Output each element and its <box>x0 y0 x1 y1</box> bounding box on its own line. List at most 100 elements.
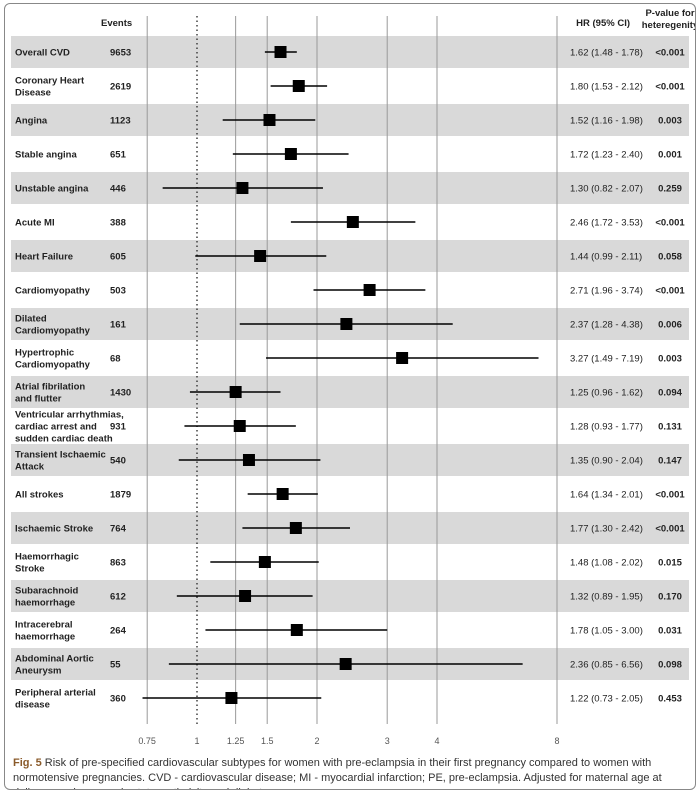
p-value: 0.006 <box>658 320 682 331</box>
row-band <box>11 36 689 68</box>
x-tick-label: 3 <box>385 736 390 746</box>
p-value: <0.001 <box>655 48 685 59</box>
x-tick-label: 1 <box>194 736 199 746</box>
hr-marker <box>236 182 249 194</box>
hr-value: 1.52 (1.16 - 1.98) <box>570 116 643 127</box>
hr-marker <box>225 692 238 704</box>
x-tick-label: 1.5 <box>261 736 274 746</box>
hr-marker <box>274 46 287 58</box>
hr-value: 2.46 (1.72 - 3.53) <box>570 218 643 229</box>
row-band <box>11 580 689 612</box>
events-value: 764 <box>110 524 127 535</box>
hr-marker <box>254 250 267 262</box>
hr-marker <box>396 352 409 364</box>
row-label: cardiac arrest and <box>15 422 97 433</box>
row-band <box>11 172 689 204</box>
row-label: disease <box>15 700 50 711</box>
row-label: Cardiomyopathy <box>15 360 91 371</box>
x-tick-label: 2 <box>314 736 319 746</box>
row-label: All strokes <box>15 490 64 501</box>
x-tick-label: 4 <box>434 736 439 746</box>
hr-marker <box>340 318 353 330</box>
p-value: 0.003 <box>658 116 682 127</box>
events-header: Events <box>101 18 132 29</box>
row-label: Stroke <box>15 564 45 575</box>
hr-marker <box>284 148 297 160</box>
events-value: 446 <box>110 184 126 195</box>
p-value: <0.001 <box>655 286 685 297</box>
hr-value: 1.35 (0.90 - 2.04) <box>570 456 643 467</box>
row-band <box>11 104 689 136</box>
row-band <box>11 240 689 272</box>
events-value: 1430 <box>110 388 131 399</box>
hr-value: 1.78 (1.05 - 3.00) <box>570 626 643 637</box>
hr-marker <box>239 590 252 602</box>
hr-value: 2.71 (1.96 - 3.74) <box>570 286 643 297</box>
x-tick-label: 8 <box>554 736 559 746</box>
row-label: Dilated <box>15 314 47 325</box>
p-value: 0.147 <box>658 456 682 467</box>
p-value: 0.003 <box>658 354 682 365</box>
row-label: sudden cardiac death <box>15 434 113 445</box>
caption-text: Risk of pre-specified cardiovascular sub… <box>13 757 662 789</box>
row-label: Hypertrophic <box>15 348 74 359</box>
hr-marker <box>263 114 276 126</box>
row-label: Cardiomyopathy <box>15 326 91 337</box>
events-value: 360 <box>110 694 126 705</box>
row-label: Ventricular arrhythmias, <box>15 410 124 421</box>
hr-value: 2.36 (0.85 - 6.56) <box>570 660 643 671</box>
row-band <box>11 376 689 408</box>
hr-value: 1.77 (1.30 - 2.42) <box>570 524 643 535</box>
hr-value: 1.64 (1.34 - 2.01) <box>570 490 643 501</box>
row-label: Atrial fibrilation <box>15 382 85 393</box>
hr-marker <box>292 80 305 92</box>
hr-value: 2.37 (1.28 - 4.38) <box>570 320 643 331</box>
row-label: Angina <box>15 116 48 127</box>
row-label: Abdominal Aortic <box>15 654 94 665</box>
row-label: Coronary Heart <box>15 76 85 87</box>
events-value: 2619 <box>110 82 131 93</box>
row-label: Haemorrhagic <box>15 552 79 563</box>
hr-marker <box>363 284 376 296</box>
x-tick-label: 0.75 <box>138 736 156 746</box>
hr-value: 1.32 (0.89 - 1.95) <box>570 592 643 603</box>
row-label: Cardiomyopathy <box>15 286 91 297</box>
row-label: Subarachnoid <box>15 586 79 597</box>
events-value: 931 <box>110 422 127 433</box>
row-label: Unstable angina <box>15 184 89 195</box>
p-value: 0.131 <box>658 422 682 433</box>
events-value: 161 <box>110 320 127 331</box>
row-label: Overall CVD <box>15 48 70 59</box>
hr-value: 1.44 (0.99 - 2.11) <box>570 252 642 263</box>
row-label: Ischaemic Stroke <box>15 524 93 535</box>
hr-value: 1.25 (0.96 - 1.62) <box>570 388 643 399</box>
row-label: Peripheral arterial <box>15 688 96 699</box>
hr-marker <box>258 556 271 568</box>
events-value: 605 <box>110 252 127 263</box>
hr-marker <box>289 522 302 534</box>
events-value: 9653 <box>110 48 131 59</box>
hr-value: 1.22 (0.73 - 2.05) <box>570 694 643 705</box>
p-value: <0.001 <box>655 524 685 535</box>
row-label: Disease <box>15 88 51 99</box>
hr-marker <box>242 454 255 466</box>
figure-card: 0.75 1 1.25 1.5 2 3 4 8 Events HR (95% CI) P-value… <box>4 3 696 790</box>
p-header: heteregenity <box>642 20 695 31</box>
hr-header: HR (95% CI) <box>576 18 630 29</box>
hr-value: 1.72 (1.23 - 2.40) <box>570 150 643 161</box>
events-value: 55 <box>110 660 121 671</box>
row-label: and flutter <box>15 394 62 405</box>
hr-value: 1.30 (0.82 - 2.07) <box>570 184 643 195</box>
row-label: Heart Failure <box>15 252 73 263</box>
events-value: 68 <box>110 354 121 365</box>
row-band <box>11 444 689 476</box>
hr-marker <box>339 658 352 670</box>
hr-value: 1.28 (0.93 - 1.77) <box>570 422 643 433</box>
hr-value: 1.80 (1.53 - 2.12) <box>570 82 643 93</box>
row-label: haemorrhage <box>15 632 75 643</box>
events-value: 540 <box>110 456 126 467</box>
p-value: <0.001 <box>655 490 685 501</box>
events-value: 1879 <box>110 490 131 501</box>
p-value: 0.170 <box>658 592 682 603</box>
hr-marker <box>233 420 246 432</box>
